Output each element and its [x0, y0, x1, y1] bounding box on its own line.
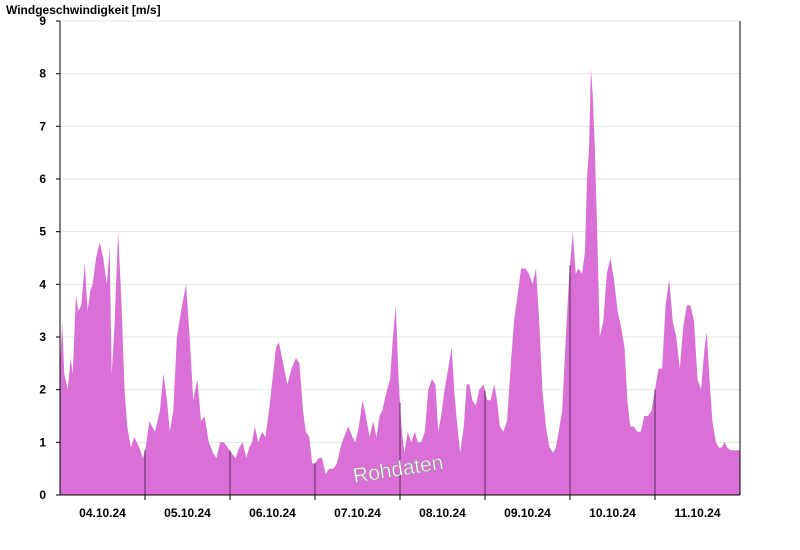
y-axis-ticks: 0 1 2 3 4 5 6 7 8 9 — [39, 14, 60, 502]
chart-title: Windgeschwindigkeit [m/s] — [6, 3, 161, 17]
x-tick-label-1: 05.10.24 — [164, 506, 211, 520]
x-tick-label-5: 09.10.24 — [504, 506, 551, 520]
y-tick-label-5: 5 — [39, 225, 46, 239]
x-tick-label-4: 08.10.24 — [419, 506, 466, 520]
x-tick-label-6: 10.10.24 — [589, 506, 636, 520]
x-tick-label-0: 04.10.24 — [79, 506, 126, 520]
y-tick-label-7: 7 — [39, 119, 46, 133]
x-tick-label-7: 11.10.24 — [674, 506, 720, 520]
y-tick-label-0: 0 — [39, 488, 46, 502]
y-tick-label-2: 2 — [39, 383, 46, 397]
gridlines — [60, 20, 740, 443]
y-tick-label-1: 1 — [39, 435, 46, 449]
day-boundary-lines — [144, 265, 656, 495]
y-tick-label-3: 3 — [39, 330, 46, 344]
y-tick-label-9: 9 — [39, 14, 46, 28]
x-tick-label-2: 06.10.24 — [249, 506, 296, 520]
y-tick-label-8: 8 — [39, 67, 46, 81]
y-tick-label-6: 6 — [39, 172, 46, 186]
y-tick-label-4: 4 — [39, 277, 46, 291]
x-axis-ticks: 04.10.24 05.10.24 06.10.24 07.10.24 08.10.24… — [79, 495, 721, 520]
x-tick-label-3: 07.10.24 — [334, 506, 381, 520]
